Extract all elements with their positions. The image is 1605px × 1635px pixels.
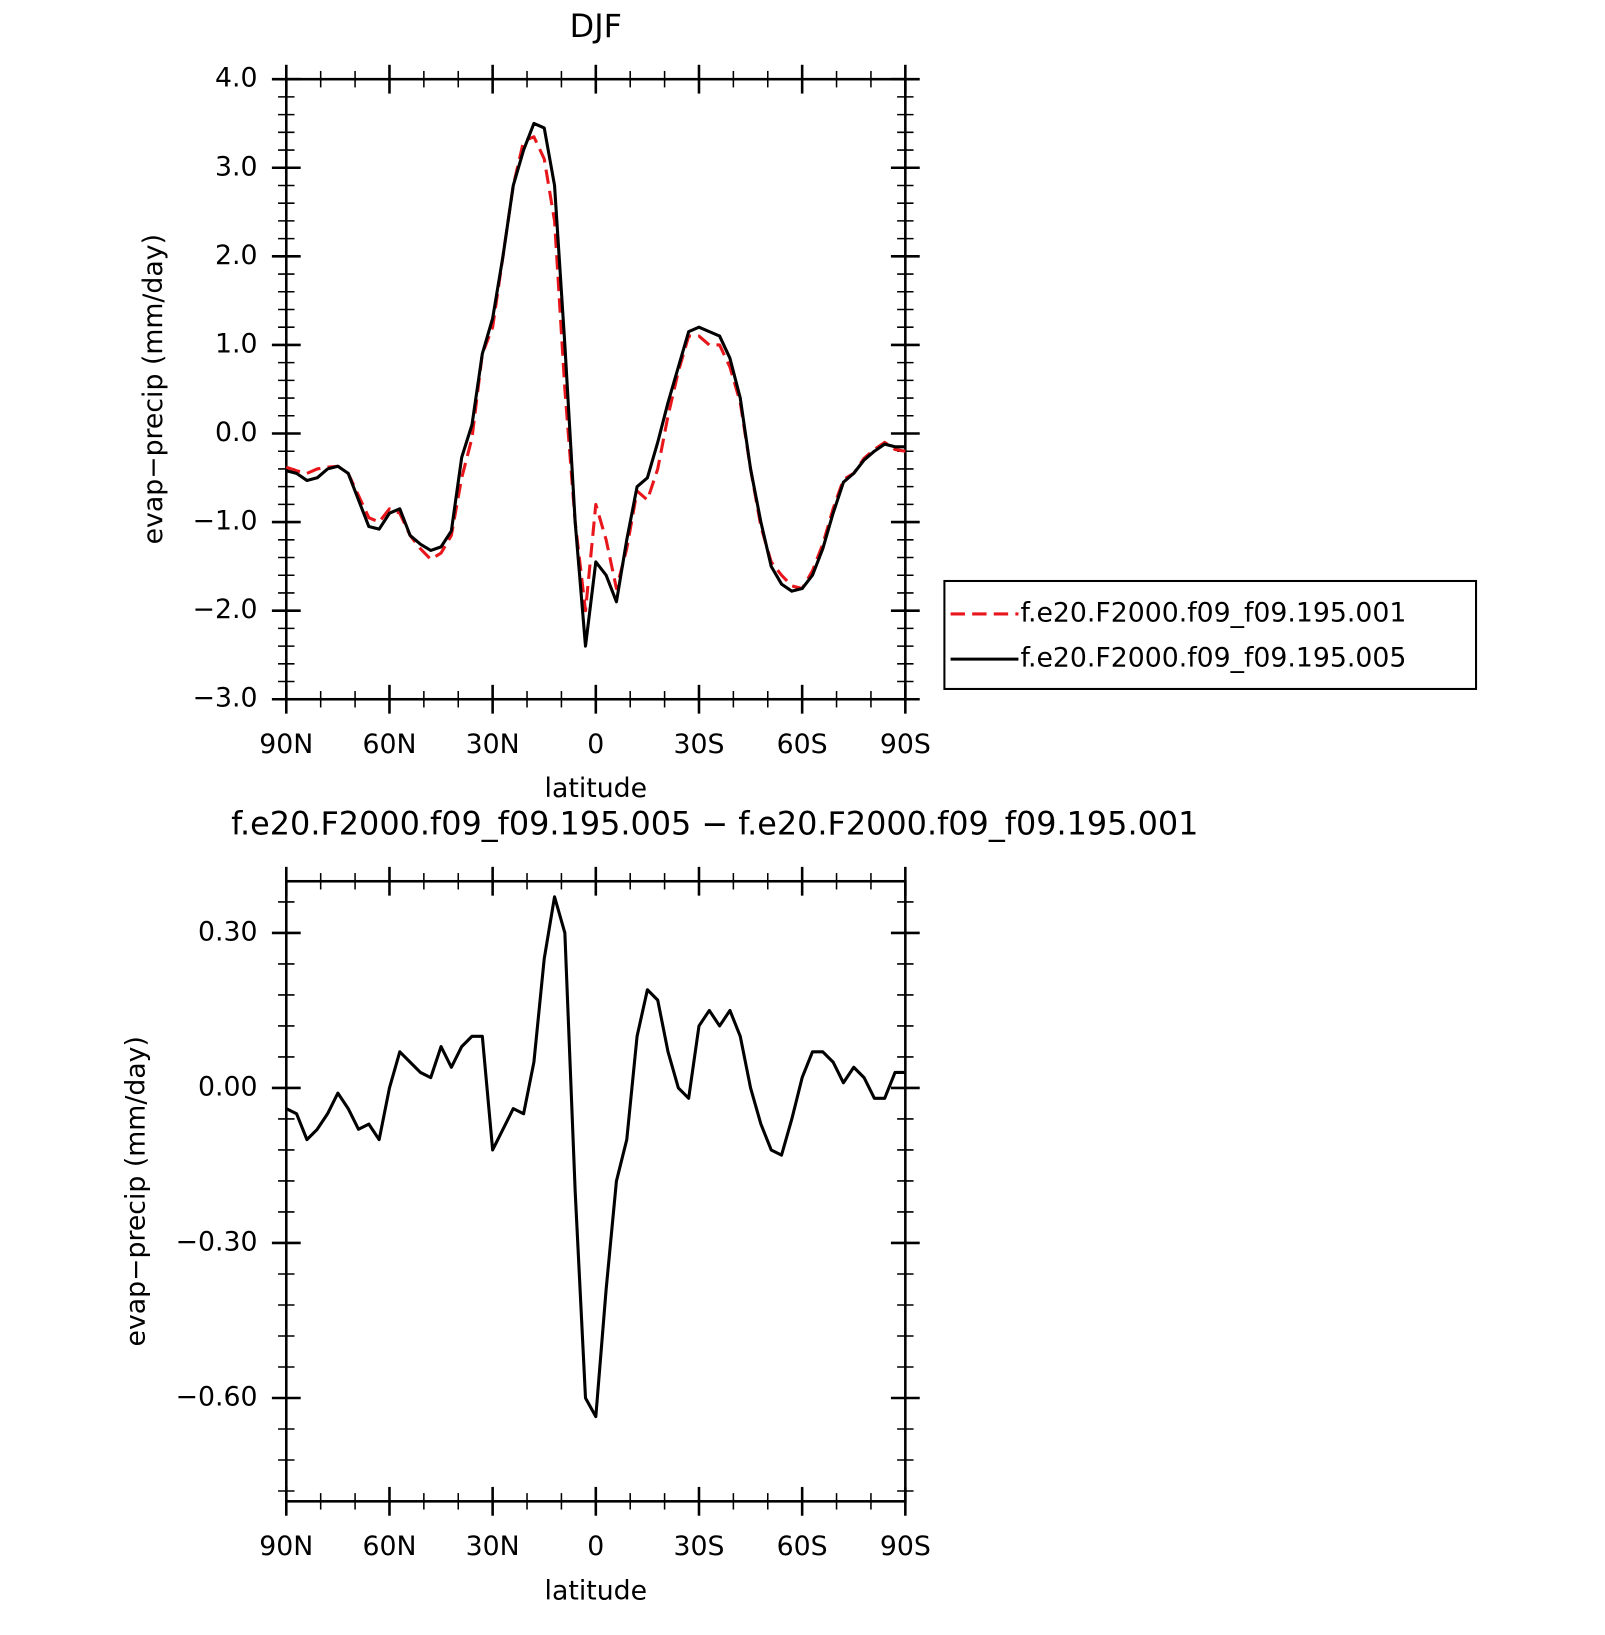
y-tick-label: 0.30	[198, 916, 258, 947]
y-tick-label: −3.0	[193, 683, 258, 714]
x-tick-label: 90S	[880, 729, 931, 760]
data-line	[285, 135, 906, 613]
x-tick-label: 90N	[259, 729, 313, 760]
legend-label: f.e20.F2000.f09_f09.195.001	[1021, 597, 1407, 628]
y-tick-label: 0.0	[215, 417, 258, 448]
y-axis-label: evap−precip (mm/day)	[138, 234, 169, 544]
x-tick-label: 90S	[880, 1531, 931, 1562]
data-line	[285, 121, 906, 648]
y-tick-label: 3.0	[215, 151, 258, 182]
legend: f.e20.F2000.f09_f09.195.001 f.e20.F2000.f…	[943, 579, 1478, 690]
y-tick-label: −0.60	[176, 1381, 258, 1412]
y-tick-label: 4.0	[215, 63, 258, 94]
y-tick-label: 1.0	[215, 328, 258, 359]
x-tick-label: 30N	[466, 1531, 520, 1562]
y-tick-label: 2.0	[215, 240, 258, 271]
x-tick-label: 0	[587, 729, 604, 760]
y-tick-label: 0.00	[198, 1071, 258, 1102]
y-tick-label: −1.0	[193, 506, 258, 537]
chart-title: f.e20.F2000.f09_f09.195.005 − f.e20.F200…	[231, 805, 1198, 843]
legend-box	[943, 579, 1478, 690]
x-tick-label: 30N	[466, 729, 520, 760]
y-tick-label: −0.30	[176, 1226, 258, 1257]
x-tick-label: 60S	[777, 729, 828, 760]
x-axis-label: latitude	[545, 773, 648, 804]
y-axis-label: evap−precip (mm/day)	[121, 1036, 152, 1346]
data-line	[285, 895, 906, 1419]
x-tick-label: 0	[587, 1531, 604, 1562]
legend-label: f.e20.F2000.f09_f09.195.005	[1021, 643, 1407, 674]
plot-frame	[285, 77, 907, 701]
x-tick-label: 90N	[259, 1531, 313, 1562]
chart-title: DJF	[570, 7, 622, 45]
y-tick-label: −2.0	[193, 594, 258, 625]
x-axis-label: latitude	[545, 1575, 648, 1606]
x-tick-label: 60N	[362, 729, 416, 760]
x-tick-label: 30S	[673, 729, 724, 760]
x-tick-label: 60S	[777, 1531, 828, 1562]
x-tick-label: 30S	[673, 1531, 724, 1562]
x-tick-label: 60N	[362, 1531, 416, 1562]
